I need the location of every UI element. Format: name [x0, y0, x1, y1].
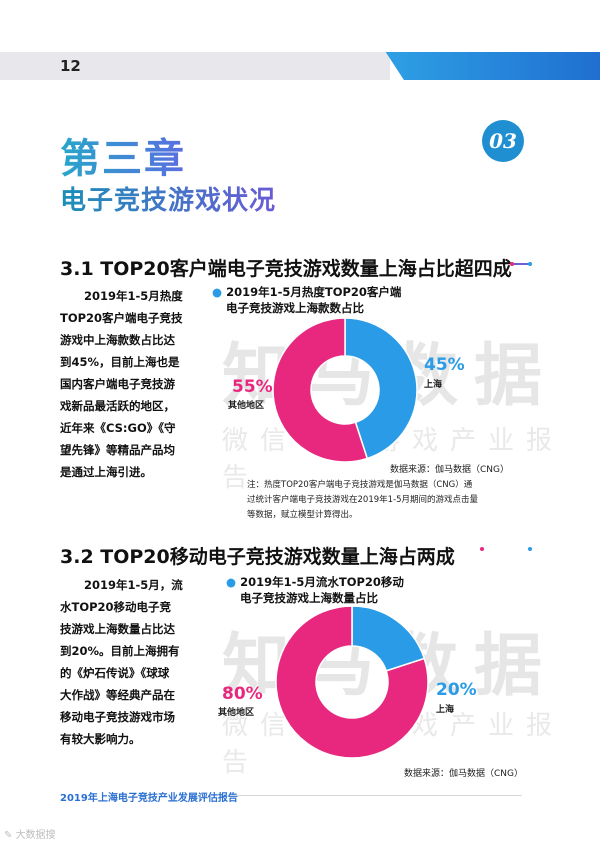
chart-note: 注：热度TOP20客户端电子竞技游戏是伽马数据（CNG）通 过统计客户端电子竞技…	[247, 480, 479, 520]
other-percent-label: 80%	[222, 684, 263, 704]
subsection-title: 3.1 TOP20客户端电子竞技游戏数量上海占比超四成	[60, 258, 512, 280]
footer-divider	[232, 795, 522, 796]
shanghai-label: 上海	[436, 705, 455, 715]
source-logo: ✎ 大数据搜	[4, 830, 56, 841]
data-source: 数据来源：伽马数据（CNG）	[404, 769, 523, 779]
page-number: 12	[60, 57, 81, 75]
header-accent-band	[385, 52, 600, 80]
other-label: 其他地区	[218, 708, 255, 718]
section-body-text: 2019年1-5月热度 TOP20客户端电子竞技 游戏中上海款数占比达 到45%…	[60, 289, 183, 479]
chapter-title: 第三章	[60, 126, 186, 184]
donut-chart	[272, 317, 418, 463]
donut-slice-shanghai	[351, 605, 426, 672]
chapter-number-badge: 03	[482, 120, 524, 162]
shanghai-percent-label: 45%	[424, 355, 465, 375]
title-decoration	[480, 547, 532, 551]
shanghai-label: 上海	[424, 380, 443, 390]
header-band	[0, 52, 390, 80]
chapter-subtitle: 电子竞技游戏状况	[60, 180, 276, 217]
report-footer: 2019年上海电子竞技产业发展评估报告	[60, 793, 238, 804]
donut-slice-other	[275, 605, 429, 759]
donut-chart	[275, 605, 429, 759]
other-label: 其他地区	[228, 401, 265, 411]
chapter-badge-text: 03	[489, 129, 517, 153]
donut-slice-other	[272, 317, 369, 463]
subsection-title: 3.2 TOP20移动电子竞技游戏数量上海占两成	[60, 546, 455, 568]
section-body-text: 2019年1-5月，流 水TOP20移动电子竞 技游戏上海数量占比达 到20%。…	[60, 578, 183, 746]
chart-title: ● 2019年1-5月热度TOP20客户端 电子竞技游戏上海款数占比	[212, 285, 402, 315]
data-source: 数据来源：伽马数据（CNG）	[390, 465, 509, 475]
donut-slice-shanghai	[344, 317, 418, 460]
shanghai-percent-label: 20%	[436, 680, 477, 700]
other-percent-label: 55%	[232, 377, 273, 397]
chart-title: ● 2019年1-5月流水TOP20移动 电子竞技游戏上海数量占比	[226, 575, 404, 605]
title-decoration	[510, 262, 532, 266]
